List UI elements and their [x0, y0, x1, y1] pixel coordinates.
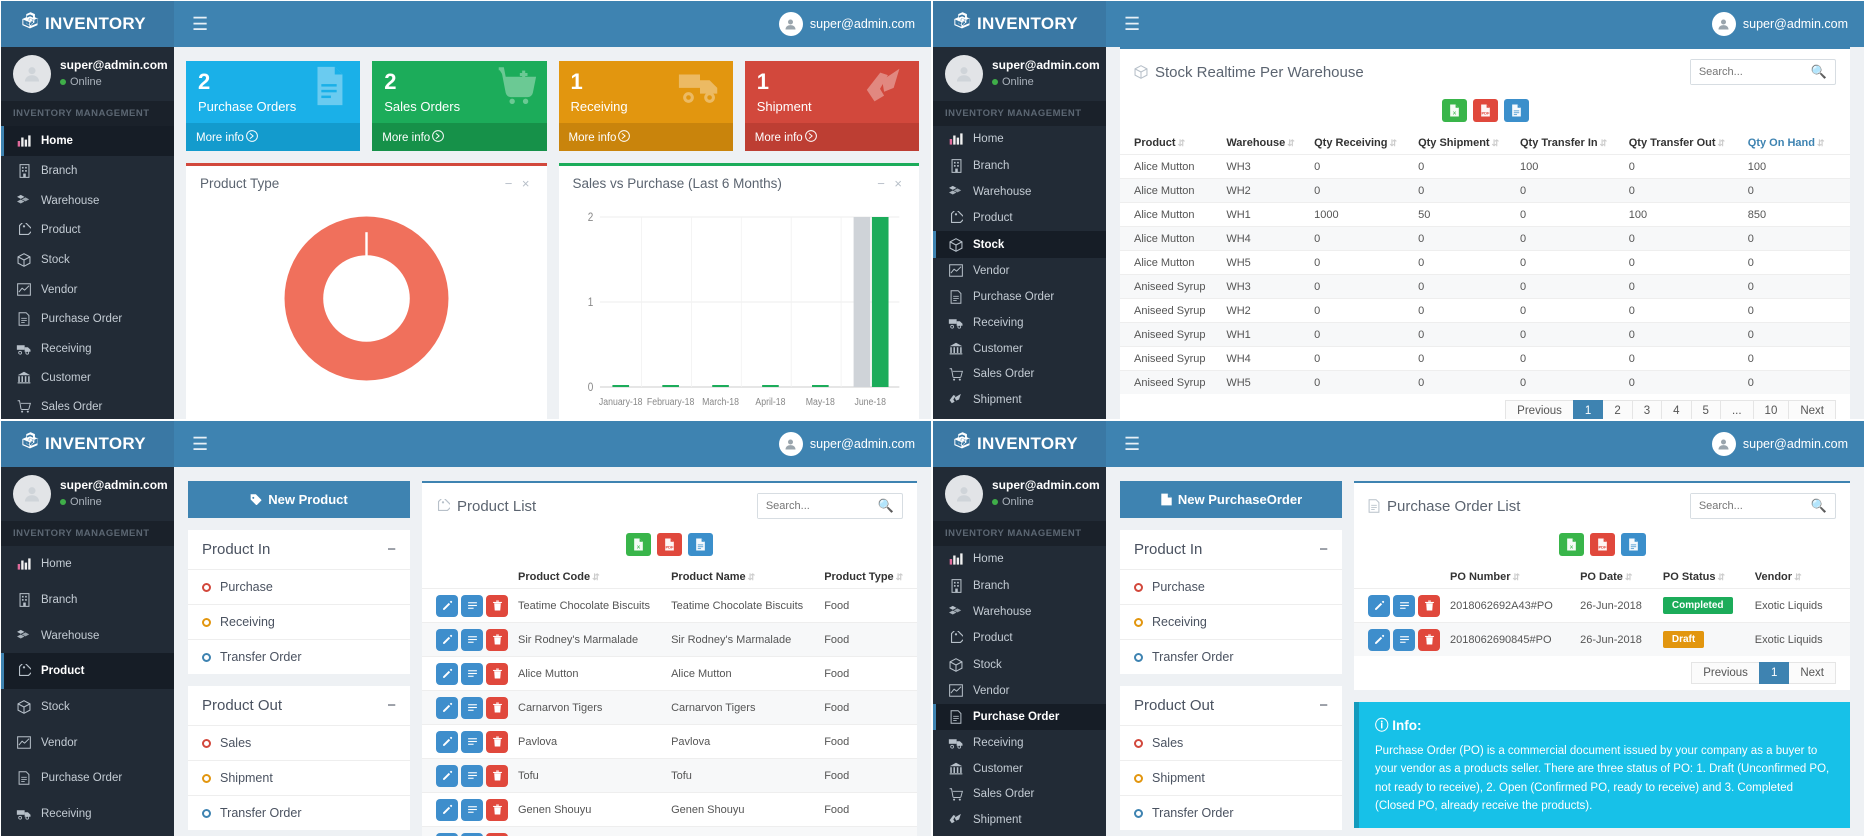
svg-text:April-18: April-18: [755, 396, 785, 408]
svg-text:January-18: January-18: [598, 396, 642, 408]
svg-text:June-18: June-18: [854, 396, 886, 408]
svg-text:PDF: PDF: [1481, 110, 1490, 115]
svg-text:May-18: May-18: [805, 396, 834, 408]
svg-text:February-18: February-18: [646, 396, 693, 408]
svg-text:March-18: March-18: [702, 396, 739, 408]
svg-text:PDF: PDF: [665, 544, 674, 549]
svg-text:1: 1: [587, 296, 593, 309]
svg-text:PDF: PDF: [1598, 544, 1607, 549]
svg-text:0: 0: [587, 381, 593, 394]
svg-text:2: 2: [587, 211, 593, 224]
